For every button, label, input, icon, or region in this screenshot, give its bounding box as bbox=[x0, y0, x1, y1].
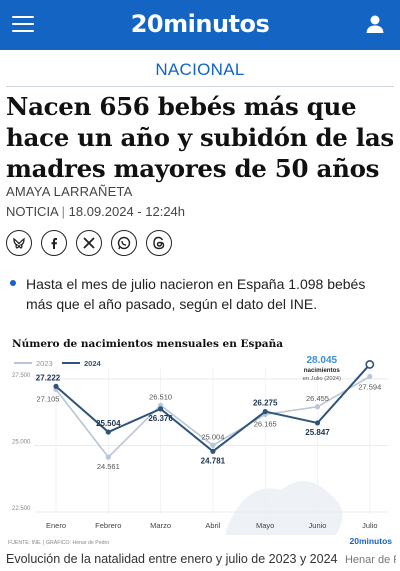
x-tick-label: Mayo bbox=[256, 521, 274, 530]
x-tick-label: Abril bbox=[205, 521, 220, 530]
article-date: 18.09.2024 - 12:24h bbox=[68, 204, 186, 219]
meta-separator: | bbox=[61, 204, 69, 219]
x-tick-label: Febrero bbox=[95, 521, 121, 530]
chart-caption: Evolución de la natalidad entre enero y … bbox=[6, 552, 396, 566]
whatsapp-icon[interactable] bbox=[111, 230, 137, 256]
data-label-2024: 26.376 bbox=[148, 414, 173, 423]
caption-text: Evolución de la natalidad entre enero y … bbox=[6, 552, 338, 566]
data-label-2023: 24.561 bbox=[97, 462, 120, 471]
annotation-value: 28.045 bbox=[307, 355, 338, 366]
y-tick-label: 22.500 bbox=[12, 506, 31, 512]
x-tick-label: Junio bbox=[309, 521, 327, 530]
data-label-2023: 27.105 bbox=[37, 394, 60, 403]
article-type: NOTICIA bbox=[6, 204, 59, 219]
divider bbox=[6, 86, 394, 87]
data-point-2024 bbox=[365, 360, 375, 369]
facebook-icon[interactable] bbox=[41, 230, 67, 256]
bullet-icon bbox=[10, 280, 16, 286]
chart-source: FUENTE: INE. | GRÁFICO: Henar de Pedro bbox=[8, 539, 109, 546]
data-label-2024: 27.222 bbox=[36, 373, 61, 382]
data-label-2024: 26.275 bbox=[253, 399, 278, 408]
data-point-2023 bbox=[314, 404, 321, 410]
user-icon[interactable] bbox=[364, 13, 386, 35]
y-tick-label: 27.500 bbox=[12, 373, 31, 379]
annotation-line2: en Julio (2024) bbox=[303, 376, 341, 382]
chart-title: Número de nacimientos mensuales en Españ… bbox=[12, 338, 283, 350]
bluesky-icon[interactable] bbox=[6, 230, 32, 256]
data-label-2023: 26.165 bbox=[254, 419, 277, 428]
x-tick-label: Marzo bbox=[150, 521, 171, 530]
share-bar bbox=[6, 230, 172, 256]
site-logo[interactable]: 20minutos bbox=[130, 10, 270, 38]
data-point-2024 bbox=[158, 406, 164, 412]
article-headline: Nacen 656 bebés más que hace un año y su… bbox=[6, 92, 394, 183]
chart-brand: 20minutos bbox=[349, 536, 392, 546]
data-label-2023: 26.510 bbox=[149, 392, 172, 401]
data-label-2024: 24.781 bbox=[201, 456, 226, 465]
birth-chart: Número de nacimientos mensuales en Españ… bbox=[6, 330, 394, 550]
article-meta: NOTICIA | 18.09.2024 - 12:24h bbox=[6, 204, 185, 219]
data-point-2023 bbox=[105, 454, 111, 460]
article-summary: Hasta el mes de julio nacieron en España… bbox=[6, 274, 394, 314]
data-point-2024 bbox=[262, 408, 268, 415]
data-point-2024 bbox=[53, 383, 59, 389]
caption-credit: Henar de Pedro bbox=[344, 554, 396, 566]
x-tick-label: Julio bbox=[362, 521, 377, 530]
data-label-2023: 26.455 bbox=[306, 394, 329, 403]
data-point-2023 bbox=[210, 442, 216, 448]
article-author[interactable]: AMAYA LARRAÑETA bbox=[6, 184, 133, 199]
threads-icon[interactable] bbox=[146, 230, 172, 256]
chart-svg: Número de nacimientos mensuales en Españ… bbox=[8, 338, 392, 546]
data-label-2023: 27.594 bbox=[358, 382, 381, 391]
data-label-2024: 25.847 bbox=[305, 428, 330, 437]
annotation-line1: nacimientos bbox=[304, 367, 341, 374]
section-label[interactable]: NACIONAL bbox=[155, 60, 245, 79]
x-tick-label: Enero bbox=[46, 521, 66, 530]
hamburger-icon[interactable] bbox=[12, 13, 34, 35]
legend-label-2023: 2023 bbox=[36, 359, 53, 368]
watermark-illustration bbox=[226, 481, 343, 535]
data-label-2023: 25.004 bbox=[201, 432, 224, 441]
data-point-2024 bbox=[210, 448, 216, 454]
top-bar: 20minutos bbox=[0, 0, 400, 50]
x-icon[interactable] bbox=[76, 230, 102, 256]
data-point-2023 bbox=[367, 373, 373, 380]
legend-label-2024: 2024 bbox=[84, 359, 102, 368]
summary-text: Hasta el mes de julio nacieron en España… bbox=[26, 276, 366, 312]
data-point-2024 bbox=[314, 420, 321, 426]
data-label-2024: 25.504 bbox=[96, 419, 121, 428]
data-point-2023 bbox=[158, 402, 164, 408]
data-point-2024 bbox=[105, 429, 111, 435]
y-tick-label: 25.000 bbox=[12, 439, 31, 445]
